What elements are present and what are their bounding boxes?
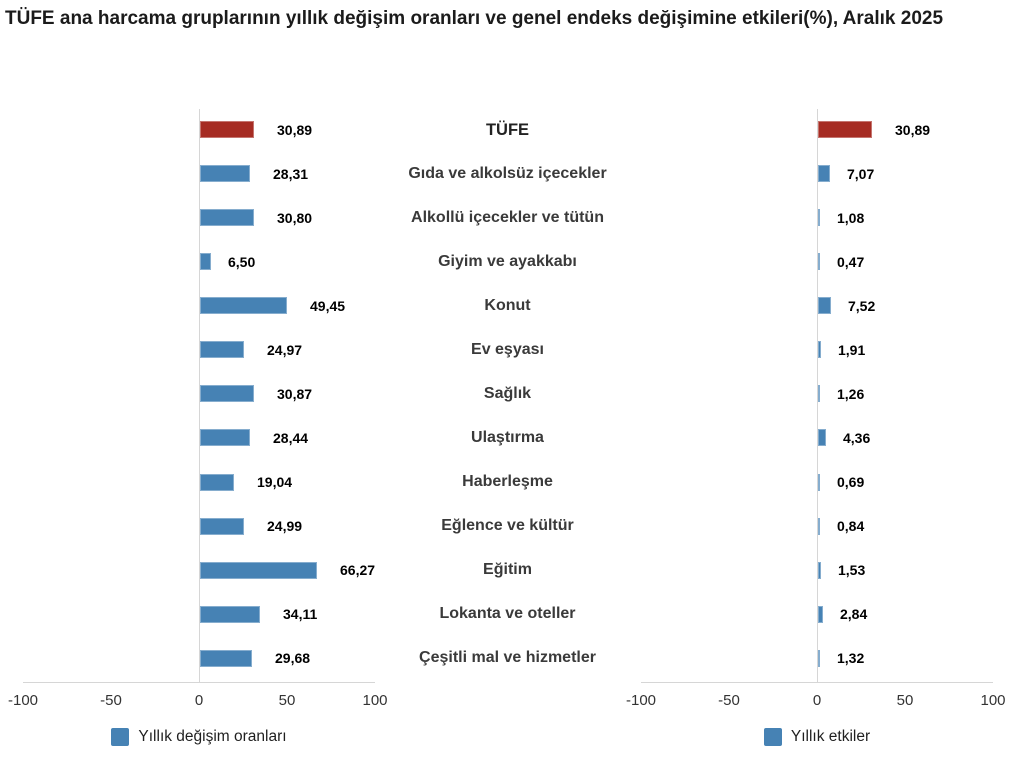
value-label: 30,89 <box>895 122 931 138</box>
value-label: 28,31 <box>273 166 309 182</box>
bar <box>200 518 244 535</box>
value-label: 24,99 <box>267 518 303 534</box>
axis-tick-label: -100 <box>625 692 657 709</box>
bar <box>818 429 826 446</box>
legend-annual-effects: Yıllık etkiler <box>641 726 993 748</box>
value-label: 0,47 <box>837 254 865 270</box>
value-label: 49,45 <box>310 298 346 314</box>
bar <box>818 297 831 314</box>
bar <box>200 429 250 446</box>
category-label: Ev eşyası <box>471 341 544 358</box>
bar <box>200 385 254 402</box>
bar <box>200 562 317 579</box>
legend-swatch-icon <box>763 728 782 746</box>
bar <box>818 341 821 358</box>
bar <box>818 474 820 491</box>
bar <box>200 165 250 182</box>
value-label: 7,52 <box>848 298 876 314</box>
value-label: 30,89 <box>277 122 313 138</box>
axis-tick-label: 0 <box>812 692 822 709</box>
value-label: 1,91 <box>838 342 866 358</box>
axis-tick-label: 0 <box>194 692 204 709</box>
bar <box>200 341 244 358</box>
category-label: Gıda ve alkolsüz içecekler <box>408 165 607 182</box>
category-label: Eğlence ve kültür <box>441 517 574 534</box>
value-label: 24,97 <box>267 342 303 358</box>
value-label: 0,69 <box>837 474 865 490</box>
zero-axis-line <box>199 109 200 682</box>
axis-tick-label: 100 <box>362 692 388 709</box>
value-label: 30,80 <box>277 210 313 226</box>
bar <box>818 253 820 270</box>
bar <box>818 562 821 579</box>
category-label: Çeşitli mal ve hizmetler <box>419 649 596 666</box>
bar <box>200 474 234 491</box>
bar <box>818 121 872 138</box>
value-label: 28,44 <box>273 430 309 446</box>
value-label: 29,68 <box>275 650 311 666</box>
category-label: TÜFE <box>485 121 530 139</box>
bar <box>200 121 254 138</box>
category-label: Sağlık <box>483 385 532 402</box>
legend-label: Yıllık değişim oranları <box>138 728 287 745</box>
value-label: 66,27 <box>340 562 376 578</box>
legend-annual-change: Yıllık değişim oranları <box>23 726 375 748</box>
value-label: 34,11 <box>283 606 318 622</box>
bar <box>818 165 830 182</box>
axis-tick-label: 50 <box>278 692 296 709</box>
category-label: Lokanta ve oteller <box>439 605 576 622</box>
value-label: 0,84 <box>837 518 865 534</box>
bar <box>200 297 287 314</box>
x-axis-line <box>641 682 993 683</box>
bar <box>200 650 252 667</box>
axis-tick-label: -50 <box>718 692 740 709</box>
category-label: Eğitim <box>483 561 532 578</box>
value-label: 1,26 <box>837 386 865 402</box>
value-label: 19,04 <box>257 474 293 490</box>
axis-tick-label: 100 <box>980 692 1006 709</box>
axis-tick-label: -50 <box>100 692 122 709</box>
category-label: Haberleşme <box>462 473 553 490</box>
bar <box>200 209 254 226</box>
bar <box>200 606 260 623</box>
bar <box>200 253 211 270</box>
category-label: Konut <box>484 297 531 314</box>
legend-label: Yıllık etkiler <box>790 728 871 745</box>
value-label: 1,53 <box>838 562 866 578</box>
value-label: 1,32 <box>837 650 865 666</box>
bar <box>818 385 820 402</box>
value-label: 4,36 <box>843 430 871 446</box>
value-label: 30,87 <box>277 386 313 402</box>
bar <box>818 650 820 667</box>
chart-title: TÜFE ana harcama gruplarının yıllık deği… <box>5 8 944 29</box>
x-axis-line <box>23 682 375 683</box>
category-label: Ulaştırma <box>471 429 544 446</box>
bar <box>818 209 820 226</box>
axis-tick-label: 50 <box>896 692 914 709</box>
category-label: Giyim ve ayakkabı <box>438 253 577 270</box>
bar <box>818 606 823 623</box>
value-label: 7,07 <box>847 166 875 182</box>
legend-swatch-icon <box>111 728 130 746</box>
category-label: Alkollü içecekler ve tütün <box>411 209 604 226</box>
value-label: 2,84 <box>840 606 868 622</box>
axis-tick-label: -100 <box>7 692 39 709</box>
value-label: 6,50 <box>228 254 256 270</box>
value-label: 1,08 <box>837 210 865 226</box>
zero-axis-line <box>817 109 818 682</box>
bar <box>818 518 820 535</box>
